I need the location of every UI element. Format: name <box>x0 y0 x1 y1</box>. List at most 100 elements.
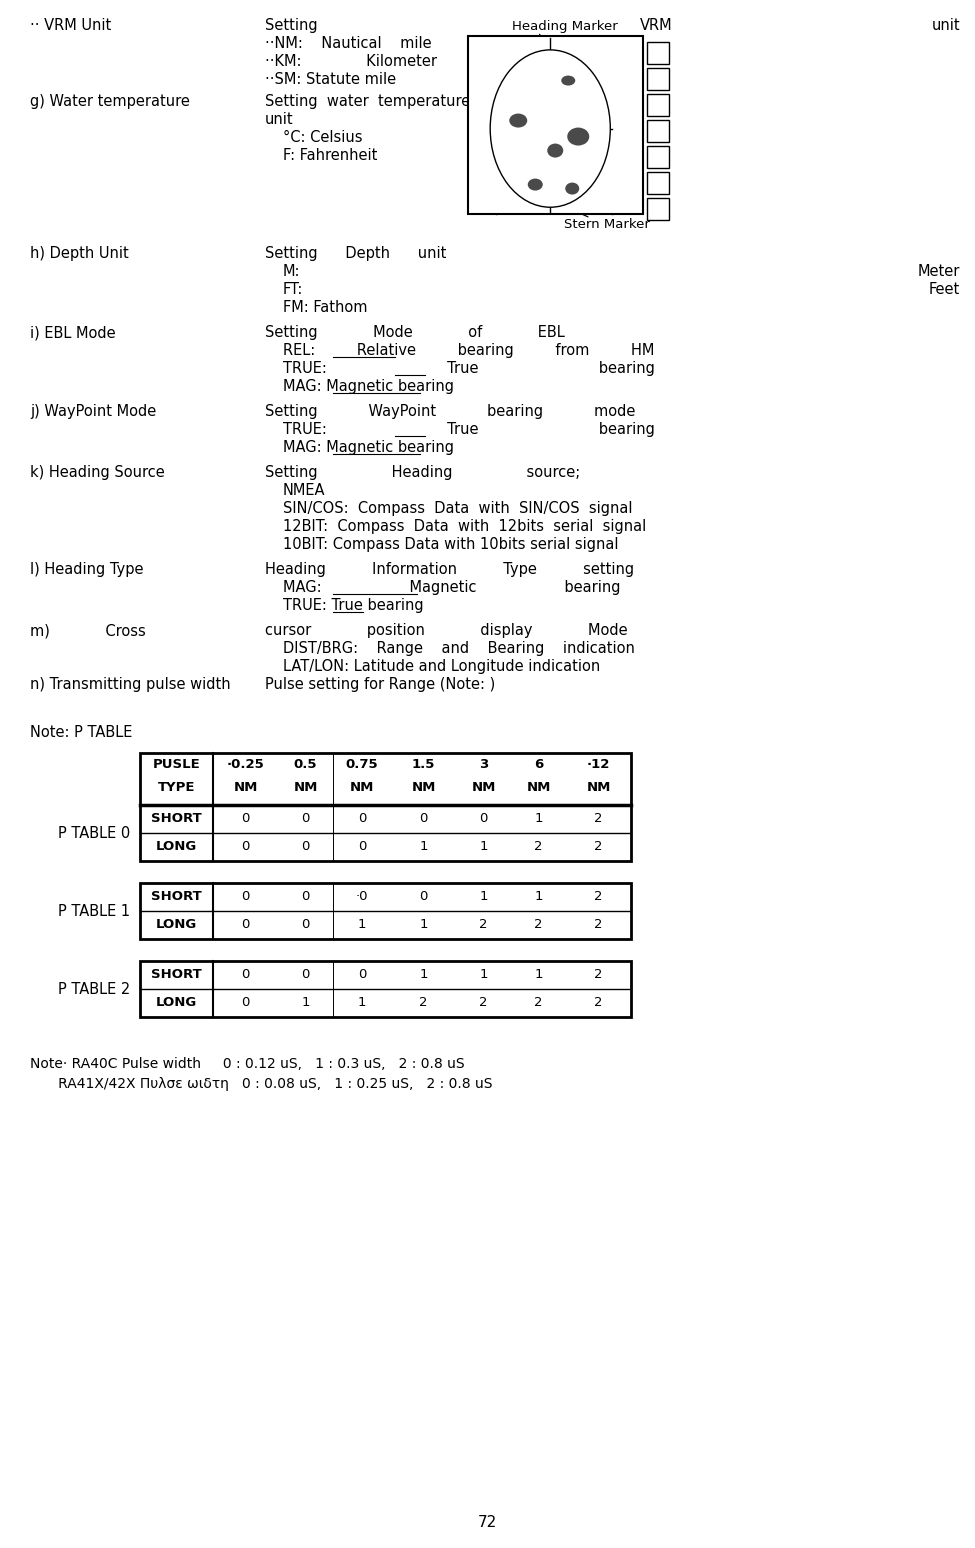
Text: 0: 0 <box>242 890 250 904</box>
Text: 1: 1 <box>480 890 488 904</box>
Text: ·· VRM Unit: ·· VRM Unit <box>30 19 111 33</box>
Text: HU: HU <box>471 111 486 122</box>
Text: NM: NM <box>411 782 436 794</box>
Text: 0: 0 <box>301 813 310 825</box>
Text: 1: 1 <box>534 969 543 981</box>
Text: M:: M: <box>283 265 300 279</box>
Text: 1: 1 <box>301 997 310 1009</box>
Text: 10BIT: Compass Data with 10bits serial signal: 10BIT: Compass Data with 10bits serial s… <box>283 537 618 553</box>
Text: unit: unit <box>265 111 293 127</box>
Text: Setting                Heading                source;: Setting Heading source; <box>265 464 580 480</box>
Ellipse shape <box>509 113 527 127</box>
Text: Setting            Mode            of            EBL: Setting Mode of EBL <box>265 325 565 341</box>
Text: TRUE:                          True                          bearing: TRUE: True bearing <box>283 423 655 437</box>
Text: Setting      Depth      unit: Setting Depth unit <box>265 246 447 262</box>
Text: Feet: Feet <box>929 282 960 297</box>
Text: 0: 0 <box>242 918 250 932</box>
Text: ··SM: Statute mile: ··SM: Statute mile <box>265 73 396 87</box>
Text: g) Water temperature: g) Water temperature <box>30 94 190 108</box>
Text: 0: 0 <box>242 813 250 825</box>
Bar <box>647 121 669 142</box>
Bar <box>647 94 669 116</box>
Text: 1: 1 <box>419 918 428 932</box>
Text: °C: Celsius: °C: Celsius <box>283 130 363 146</box>
Text: ·12: ·12 <box>587 759 610 771</box>
Text: 0: 0 <box>301 841 310 853</box>
Text: 1: 1 <box>419 969 428 981</box>
Text: TRUE: True bearing: TRUE: True bearing <box>283 598 423 613</box>
Text: REL:         Relative         bearing         from         HM: REL: Relative bearing from HM <box>283 344 654 358</box>
Text: LAT/LON: Latitude and Longitude indication: LAT/LON: Latitude and Longitude indicati… <box>283 659 601 673</box>
Text: cursor            position            display            Mode: cursor position display Mode <box>265 622 628 638</box>
Ellipse shape <box>490 50 610 207</box>
Text: NM: NM <box>471 782 495 794</box>
Text: Heading Marker: Heading Marker <box>512 20 617 33</box>
Text: 1: 1 <box>480 841 488 853</box>
Text: unit: unit <box>931 19 960 33</box>
Text: NM: NM <box>293 782 318 794</box>
Text: 0: 0 <box>358 841 367 853</box>
Text: SIN/COS:  Compass  Data  with  SIN/COS  signal: SIN/COS: Compass Data with SIN/COS signa… <box>283 502 633 515</box>
Text: PUSLE: PUSLE <box>153 759 201 771</box>
Text: 2: 2 <box>534 997 543 1009</box>
Bar <box>647 198 669 220</box>
Text: Note· RA40C Pulse width     0 : 0.12 uS,   1 : 0.3 uS,   2 : 0.8 uS: Note· RA40C Pulse width 0 : 0.12 uS, 1 :… <box>30 1057 465 1071</box>
Text: 2: 2 <box>480 918 488 932</box>
Text: DIST/BRG:    Range    and    Bearing    indication: DIST/BRG: Range and Bearing indication <box>283 641 635 656</box>
Text: 1: 1 <box>358 997 367 1009</box>
Text: LONG: LONG <box>156 997 197 1009</box>
Text: 2: 2 <box>594 890 603 904</box>
Text: n) Transmitting pulse width: n) Transmitting pulse width <box>30 676 231 692</box>
Text: NM: NM <box>586 782 610 794</box>
Text: MAG: Magnetic bearing: MAG: Magnetic bearing <box>283 379 454 395</box>
Text: 2: 2 <box>534 918 543 932</box>
Text: 6: 6 <box>534 759 543 771</box>
Text: LONG: LONG <box>156 841 197 853</box>
Text: P TABLE 1: P TABLE 1 <box>58 904 130 918</box>
Text: Note: P TABLE: Note: P TABLE <box>30 724 133 740</box>
Text: Pulse setting for Range (Note: ): Pulse setting for Range (Note: ) <box>265 676 495 692</box>
Text: 1: 1 <box>534 813 543 825</box>
Text: 72: 72 <box>478 1515 497 1529</box>
Ellipse shape <box>562 76 575 85</box>
Bar <box>647 172 669 194</box>
Text: 2: 2 <box>594 918 603 932</box>
Text: LONG: LONG <box>156 918 197 932</box>
Text: 0: 0 <box>358 969 367 981</box>
Text: 0.75: 0.75 <box>346 759 378 771</box>
Text: 0: 0 <box>301 890 310 904</box>
Ellipse shape <box>547 144 564 158</box>
Text: Heading          Information          Type          setting: Heading Information Type setting <box>265 562 634 577</box>
Text: NM: NM <box>350 782 374 794</box>
Text: 0: 0 <box>242 841 250 853</box>
Text: i) EBL Mode: i) EBL Mode <box>30 325 116 341</box>
Text: FM: Fathom: FM: Fathom <box>283 300 368 314</box>
Text: Stern Marker: Stern Marker <box>565 218 650 231</box>
Text: 1: 1 <box>419 841 428 853</box>
Text: ··NM:    Nautical    mile: ··NM: Nautical mile <box>265 36 432 51</box>
Text: 2: 2 <box>419 997 428 1009</box>
Text: SHORT: SHORT <box>151 969 202 981</box>
Text: 12BIT:  Compass  Data  with  12bits  serial  signal: 12BIT: Compass Data with 12bits serial s… <box>283 519 646 534</box>
Text: j) WayPoint Mode: j) WayPoint Mode <box>30 404 156 420</box>
Text: 0: 0 <box>419 890 428 904</box>
Text: 1: 1 <box>534 890 543 904</box>
Ellipse shape <box>527 99 573 159</box>
Text: SHORT: SHORT <box>151 890 202 904</box>
Text: 0: 0 <box>480 813 488 825</box>
Bar <box>647 146 669 169</box>
Text: 2: 2 <box>594 997 603 1009</box>
Text: NMEA: NMEA <box>283 483 326 498</box>
Text: 2: 2 <box>594 841 603 853</box>
Text: l) Heading Type: l) Heading Type <box>30 562 143 577</box>
Text: 1: 1 <box>358 918 367 932</box>
Text: 0: 0 <box>358 813 367 825</box>
Text: VRM: VRM <box>640 19 673 33</box>
Bar <box>140 752 631 861</box>
Text: m)            Cross: m) Cross <box>30 622 145 638</box>
Text: 0: 0 <box>419 813 428 825</box>
Ellipse shape <box>506 71 594 186</box>
Text: NM: NM <box>526 782 551 794</box>
Text: .75: .75 <box>471 76 487 87</box>
Text: .25: .25 <box>471 94 487 104</box>
